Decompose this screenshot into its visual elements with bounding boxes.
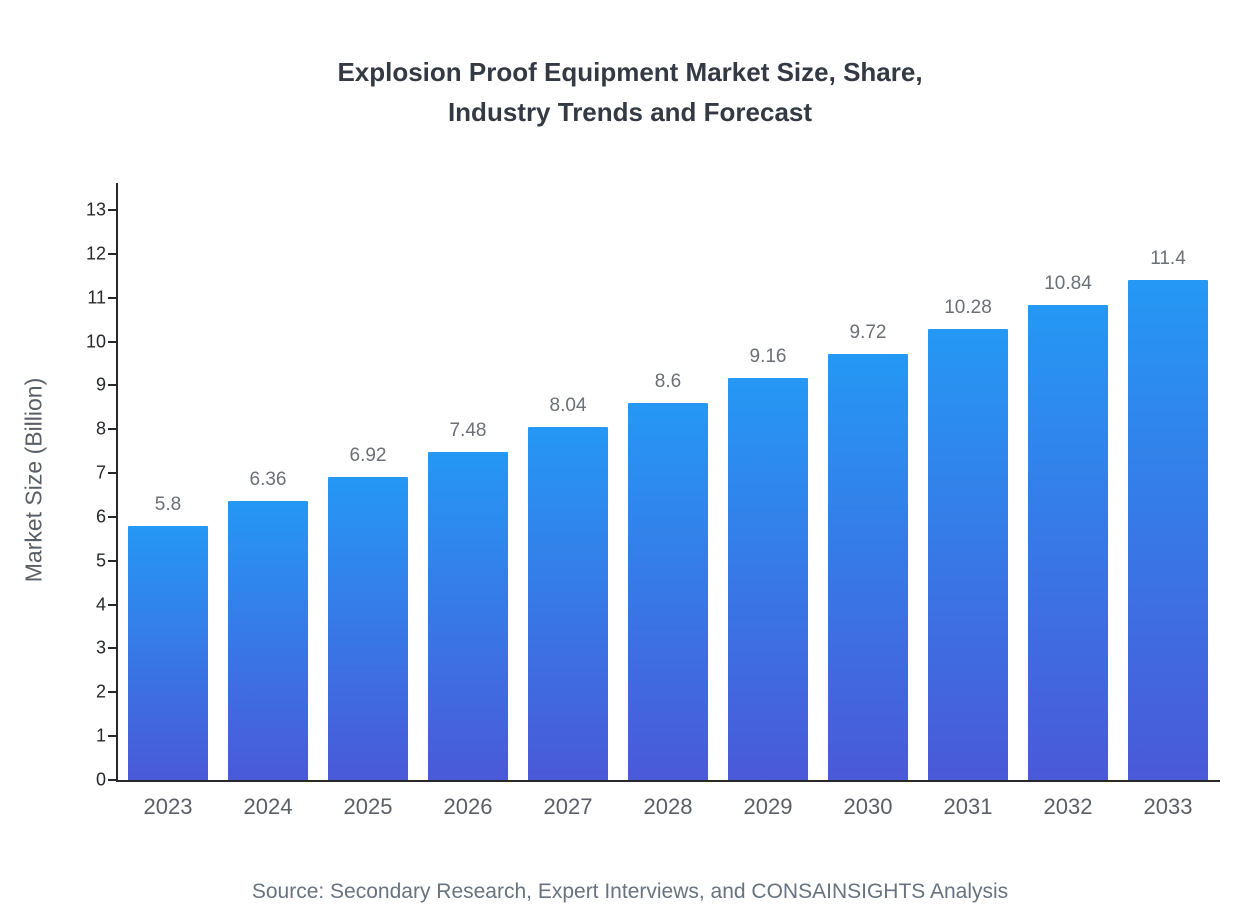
bar	[828, 353, 908, 780]
bar-value-label: 8.04	[549, 395, 587, 417]
y-tick-label: 3	[95, 637, 106, 658]
y-tick-label: 12	[85, 243, 106, 264]
bar-value-label: 7.48	[449, 420, 487, 442]
bar	[1028, 304, 1108, 780]
y-tick-mark	[108, 779, 116, 781]
bar-value-label: 11.4	[1150, 248, 1186, 270]
bar-value-label: 6.92	[349, 444, 387, 466]
y-tick-label: 13	[85, 199, 106, 220]
y-tick-mark	[108, 209, 116, 211]
source-text: Source: Secondary Research, Expert Inter…	[251, 880, 1009, 903]
bar	[1128, 280, 1208, 780]
bar-value-label: 5.8	[154, 493, 182, 515]
y-tick-mark	[108, 340, 116, 343]
x-tick-label: 2032	[1043, 794, 1093, 819]
y-tick-label: 9	[95, 374, 106, 395]
bar-value-label: 9.16	[749, 346, 787, 368]
y-tick-mark	[108, 647, 116, 650]
bar	[628, 402, 708, 780]
bar	[728, 378, 808, 780]
x-tick-label: 2023	[143, 794, 193, 819]
bar	[428, 452, 508, 780]
y-tick-label: 5	[95, 550, 106, 571]
y-tick-label: 1	[95, 725, 106, 746]
y-tick-mark	[108, 296, 116, 299]
y-tick-label: 10	[85, 331, 106, 352]
bar-value-label: 6.36	[249, 469, 287, 491]
y-tick-mark	[108, 384, 116, 387]
y-tick-label: 6	[95, 506, 106, 527]
bar	[128, 525, 208, 780]
x-tick-label: 2028	[643, 794, 693, 819]
x-tick-label: 2026	[443, 794, 493, 819]
y-tick-mark	[108, 691, 116, 694]
y-tick-label: 2	[95, 681, 106, 702]
x-tick-label: 2030	[843, 794, 893, 819]
y-tick-mark	[108, 472, 116, 475]
plot-area: 0 1 2 3 4 5 6 7 8 9 10 11 12 13 5.8 2023 6.36 2024 6.92 202…	[86, 200, 1218, 819]
chart-title: Explosion Proof Equipment Market Size, S…	[0, 52, 1260, 132]
y-tick-label: 0	[95, 769, 106, 790]
bar-value-label: 10.84	[1044, 272, 1092, 294]
y-tick-mark	[108, 252, 116, 255]
chart-title-line1: Explosion Proof Equipment Market Size, S…	[337, 57, 923, 87]
bar-value-label: 10.28	[944, 297, 992, 319]
x-tick-label: 2025	[343, 794, 393, 819]
y-tick-mark	[108, 559, 116, 562]
y-tick-mark	[108, 515, 116, 518]
y-tick-mark	[108, 735, 116, 738]
x-tick-label: 2027	[543, 794, 593, 819]
y-axis-line	[116, 183, 118, 782]
x-axis-line	[116, 780, 1220, 782]
y-axis-title: Market Size (Billion)	[20, 377, 47, 583]
bar-value-label: 9.72	[849, 321, 887, 343]
x-tick-label: 2033	[1143, 794, 1193, 819]
bar	[928, 329, 1008, 780]
bar	[228, 501, 308, 780]
y-tick-label: 11	[87, 287, 106, 308]
bar	[528, 427, 608, 780]
y-tick-label: 4	[95, 594, 106, 615]
bar	[328, 476, 408, 780]
x-tick-label: 2024	[243, 794, 293, 819]
y-tick-label: 7	[95, 462, 106, 483]
chart-title-line2: Industry Trends and Forecast	[447, 97, 813, 127]
y-tick-mark	[108, 428, 116, 431]
x-tick-label: 2029	[743, 794, 793, 819]
y-tick-label: 8	[95, 418, 106, 439]
y-tick-mark	[108, 603, 116, 606]
x-tick-label: 2031	[943, 794, 993, 819]
bar-value-label: 8.6	[654, 370, 682, 392]
